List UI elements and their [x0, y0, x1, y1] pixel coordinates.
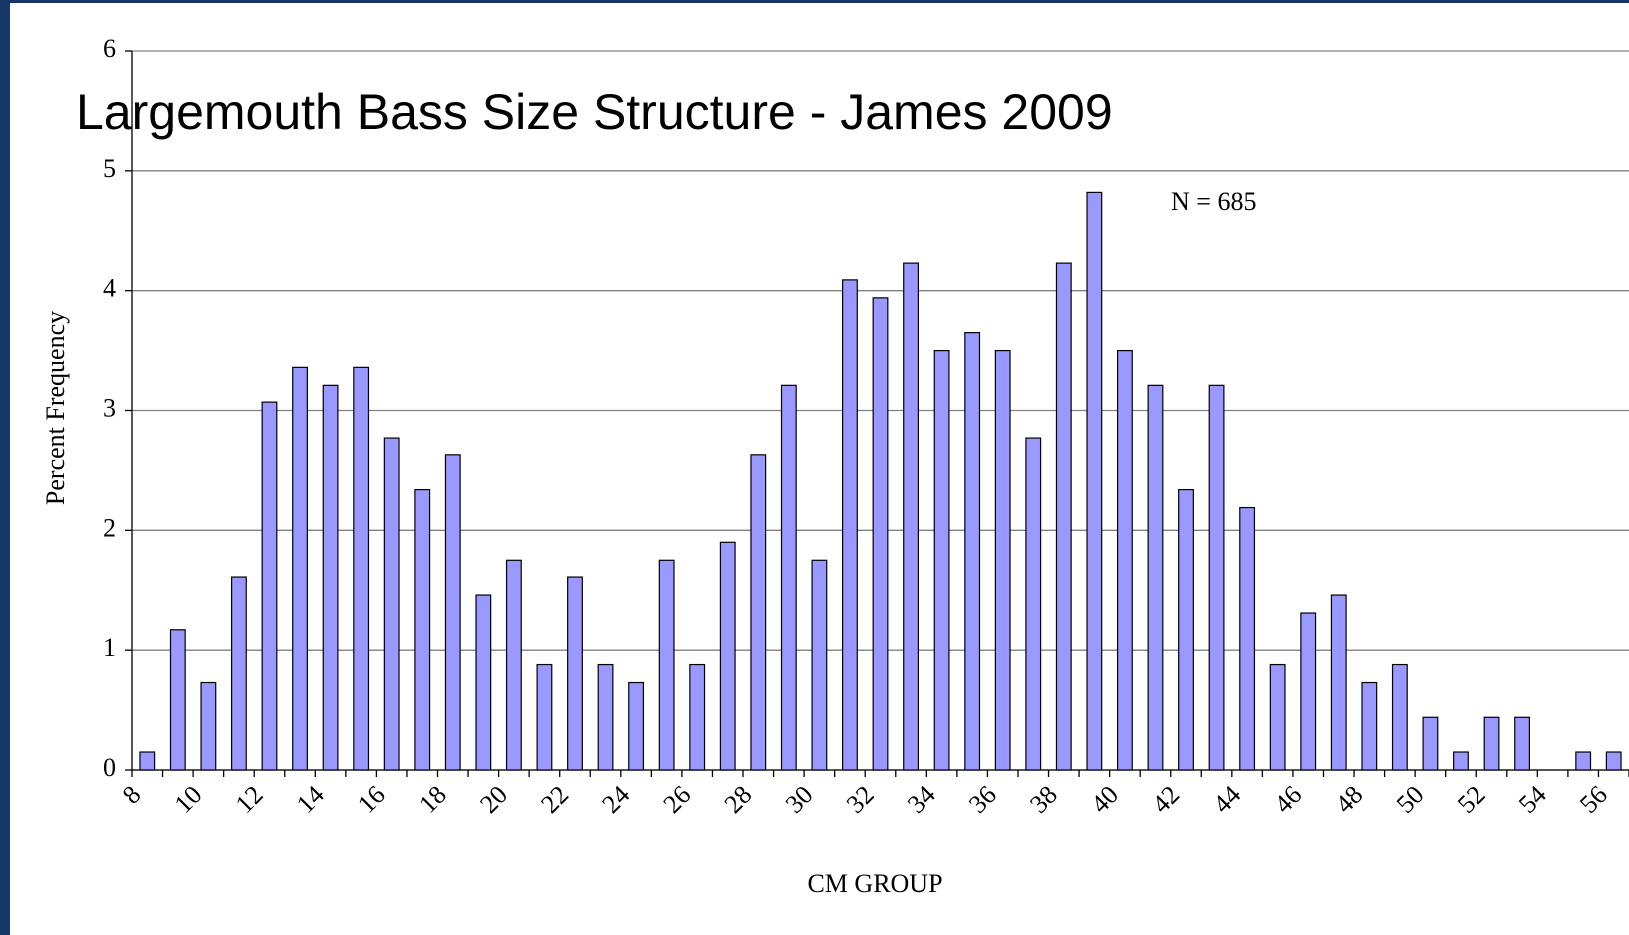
x-tick-label: 18 — [413, 780, 452, 819]
x-tick-label: 14 — [291, 780, 330, 819]
x-tick-label: 36 — [963, 780, 1002, 819]
x-tick-label: 28 — [719, 780, 758, 819]
x-tick-label: 26 — [657, 780, 696, 819]
x-tick-label: 22 — [535, 780, 574, 819]
x-tick-label: 24 — [596, 780, 635, 819]
x-tick-label: 52 — [1452, 780, 1491, 819]
x-tick-label: 34 — [902, 780, 941, 819]
x-tick-label: 42 — [1146, 780, 1185, 819]
bar — [933, 349, 950, 771]
bar — [169, 629, 186, 771]
x-tick-label: 44 — [1207, 780, 1246, 819]
bar — [1575, 751, 1592, 771]
bar — [1330, 594, 1347, 771]
bar — [1453, 751, 1469, 771]
y-tick-label: 4 — [103, 274, 116, 303]
x-tick-label: 56 — [1574, 780, 1613, 819]
x-tick-label: 20 — [474, 780, 513, 819]
bar — [719, 541, 736, 771]
bar — [1361, 681, 1378, 771]
y-tick-label: 5 — [103, 154, 116, 183]
y-tick-label: 1 — [103, 633, 116, 662]
bar — [1147, 384, 1164, 771]
y-tick-label: 2 — [103, 513, 116, 542]
bar — [1514, 716, 1531, 771]
bar — [139, 751, 156, 771]
bar — [444, 454, 461, 771]
bar — [536, 663, 553, 771]
bar — [964, 332, 981, 771]
bar — [658, 559, 675, 771]
bar — [1422, 716, 1439, 771]
bar — [230, 576, 247, 771]
x-tick-label: 54 — [1513, 780, 1552, 819]
x-tick-label: 30 — [780, 780, 819, 819]
x-tick-label: 16 — [352, 780, 391, 819]
bar — [1055, 262, 1072, 771]
x-tick-label: 12 — [230, 780, 269, 819]
bar — [1483, 716, 1500, 771]
y-axis-title: Percent Frequency — [41, 311, 70, 505]
bar — [903, 262, 919, 771]
x-tick-label: 8 — [117, 780, 147, 810]
bar — [322, 384, 339, 771]
bar — [567, 576, 583, 771]
bar — [1116, 349, 1133, 771]
bar — [1208, 384, 1225, 771]
bar — [1300, 612, 1317, 771]
bar — [689, 663, 706, 771]
bar — [780, 384, 797, 771]
bar — [597, 663, 614, 771]
bar — [292, 366, 308, 771]
bar — [261, 401, 278, 771]
bar — [872, 297, 889, 771]
bar — [1025, 437, 1042, 771]
y-tick-label: 3 — [103, 393, 116, 422]
bar — [1605, 751, 1622, 771]
bar — [505, 559, 522, 771]
bar — [383, 437, 400, 771]
chart-title: Largemouth Bass Size Structure - James 2… — [76, 84, 1113, 140]
bar — [1391, 663, 1408, 771]
y-tick-label: 0 — [103, 753, 116, 782]
bar — [353, 366, 370, 771]
x-tick-label: 48 — [1330, 780, 1369, 819]
bar — [1086, 191, 1103, 771]
bar — [1269, 663, 1286, 771]
bar — [414, 488, 431, 771]
x-tick-label: 50 — [1391, 780, 1430, 819]
slide: Largemouth Bass Size Structure - James 2… — [10, 3, 1629, 935]
x-tick-label: 38 — [1024, 780, 1063, 819]
x-tick-label: 46 — [1269, 780, 1308, 819]
bar — [475, 594, 492, 771]
x-tick-label: 40 — [1085, 780, 1124, 819]
bar — [750, 454, 767, 771]
x-tick-label: 32 — [841, 780, 880, 819]
bar — [1239, 506, 1256, 771]
annotation: N = 685 — [1171, 187, 1256, 216]
y-tick-label: 6 — [103, 34, 116, 63]
bar — [994, 349, 1011, 771]
x-axis-title: CM GROUP — [807, 869, 942, 898]
bar — [811, 559, 828, 771]
bar — [1178, 488, 1194, 771]
x-tick-label: 10 — [169, 780, 208, 819]
chart: Largemouth Bass Size Structure - James 2… — [41, 34, 1629, 898]
bar — [628, 681, 645, 771]
bar — [842, 279, 858, 771]
bar — [200, 681, 217, 771]
